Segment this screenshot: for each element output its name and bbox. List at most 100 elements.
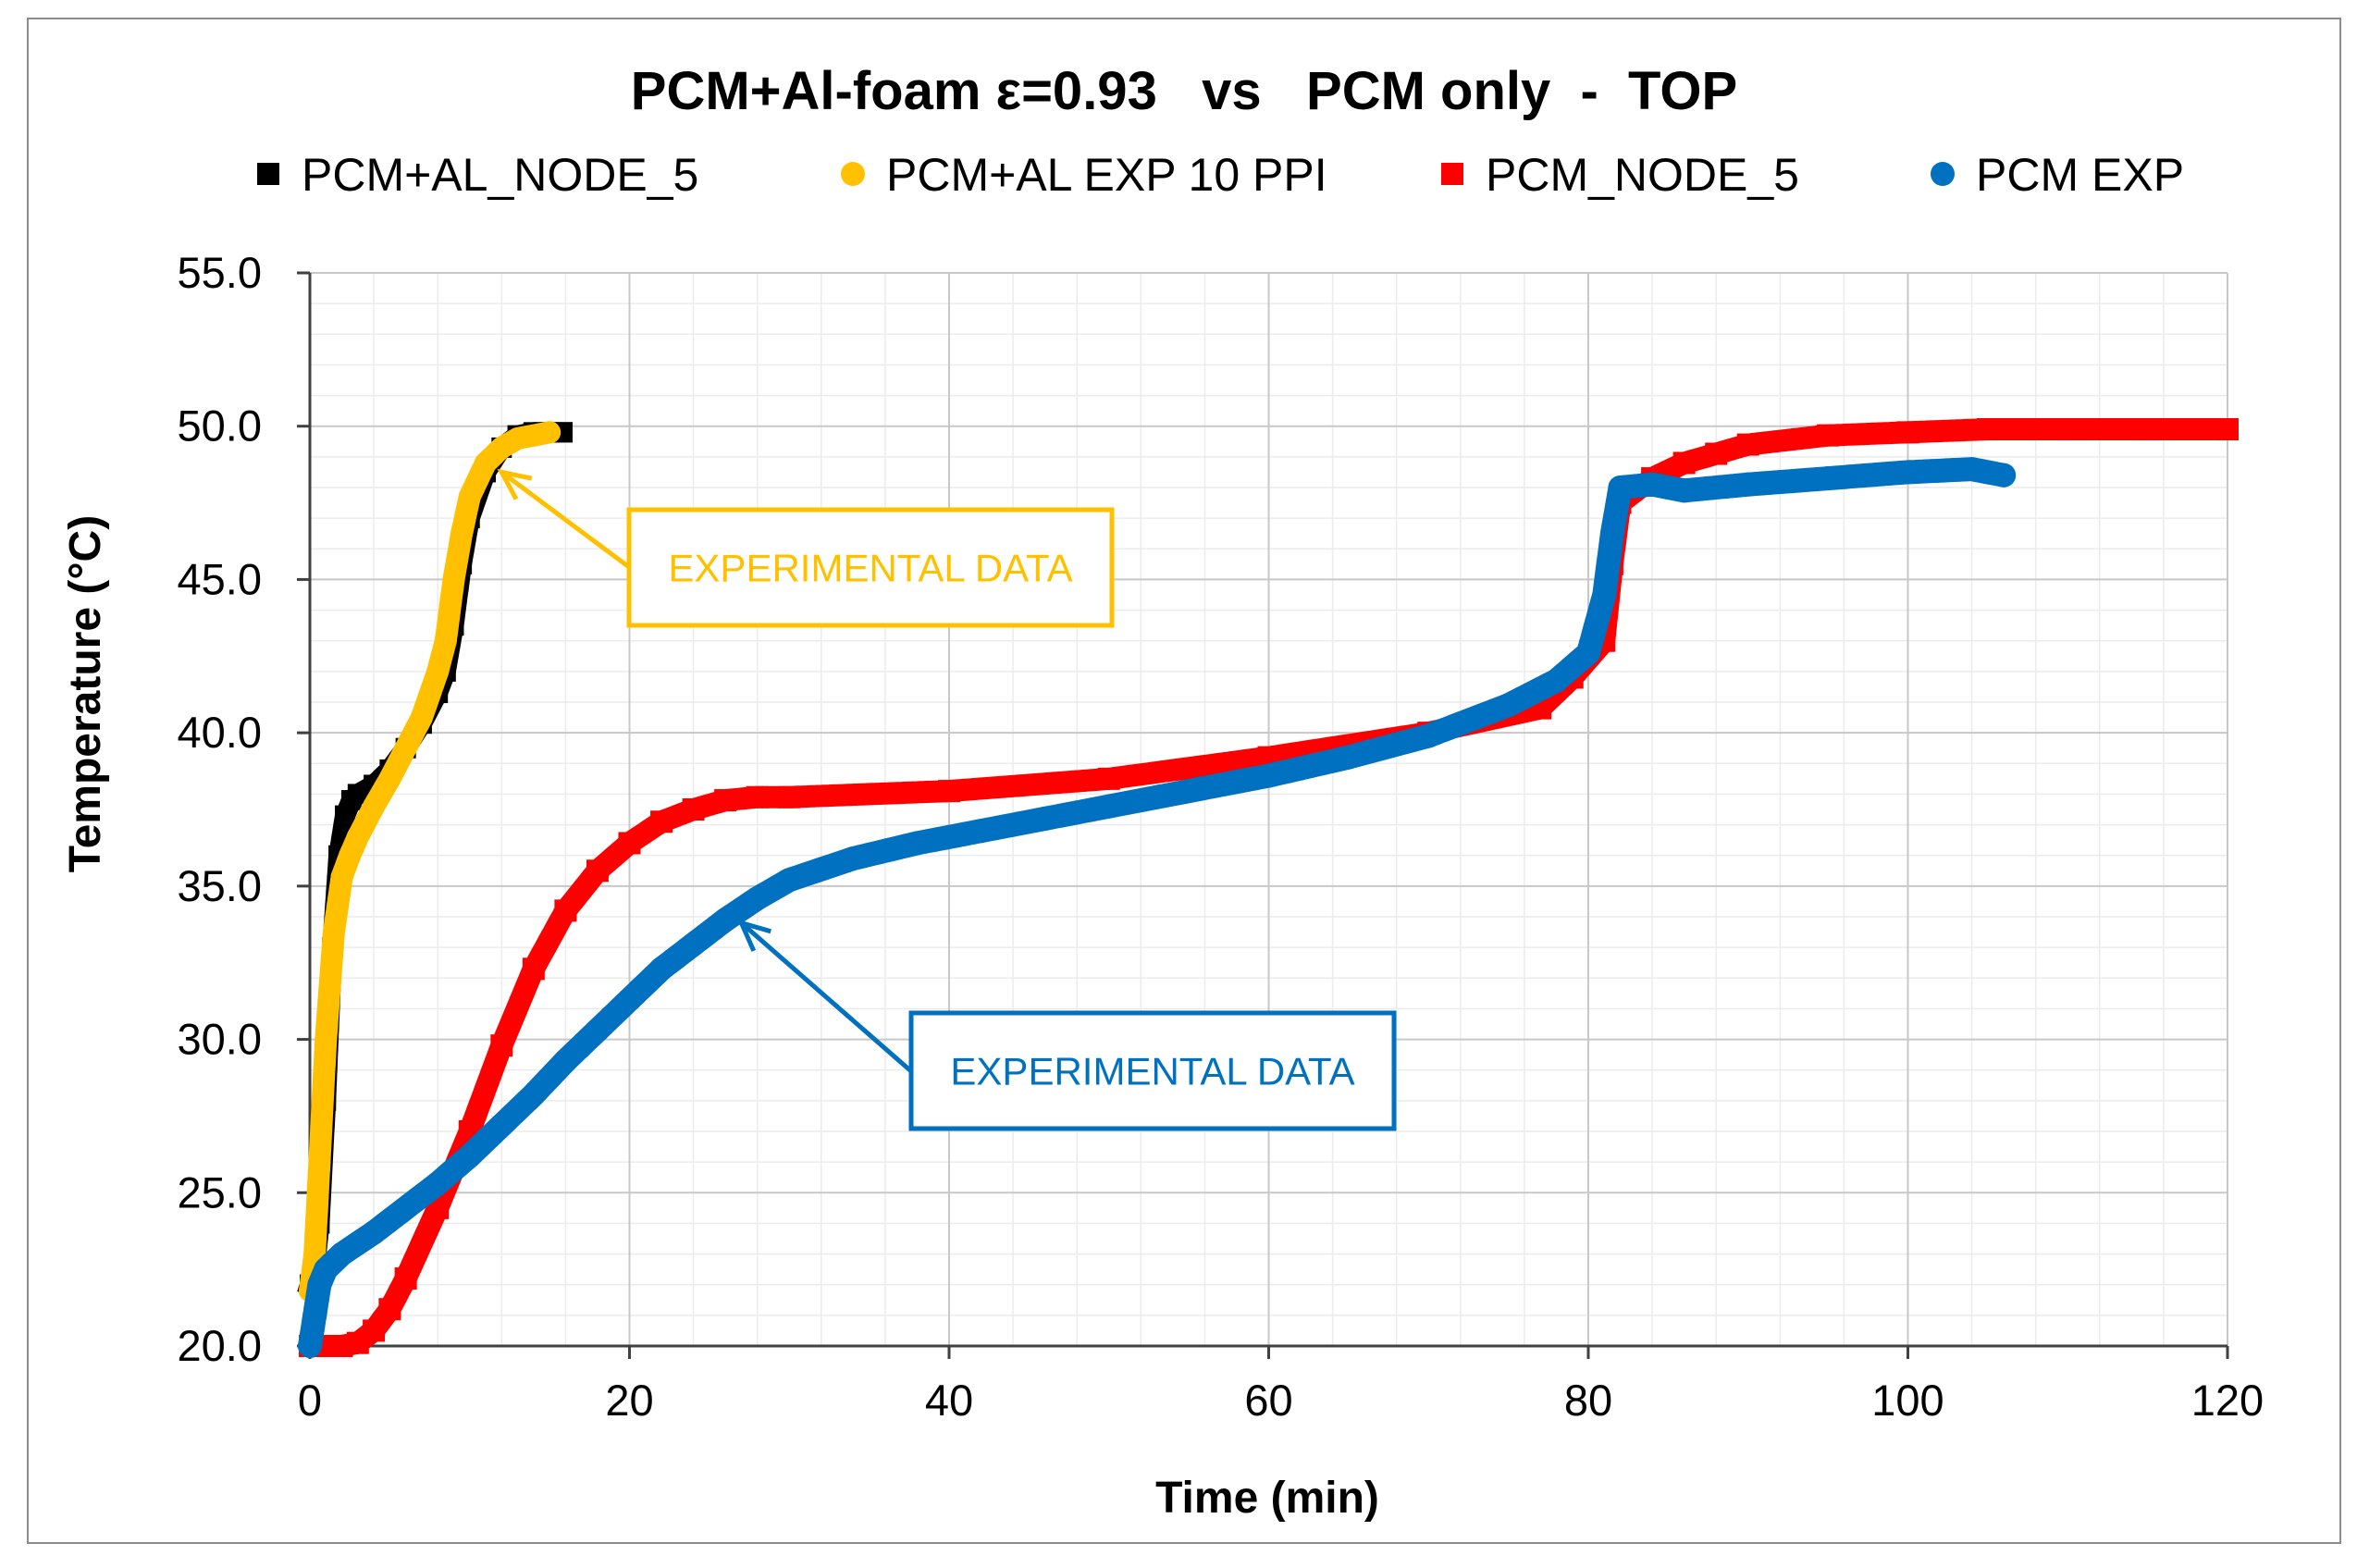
legend-label: PCM EXP [1976, 149, 2184, 201]
data-point [1816, 466, 1841, 491]
annotation-box [908, 1010, 1397, 1131]
data-point [339, 844, 362, 867]
data-point [426, 1171, 450, 1196]
data-point [1705, 442, 1728, 465]
data-point [650, 810, 673, 833]
series-layer [297, 418, 2239, 1358]
data-point [681, 932, 706, 957]
data-point [329, 1241, 354, 1266]
x-tick-label: 20 [605, 1376, 653, 1425]
legend: PCM+AL_NODE_5 PCM+AL EXP 10 PPI PCM_NODE_5… [257, 149, 2184, 201]
data-point [553, 1048, 578, 1073]
data-point [322, 920, 345, 944]
data-point [1336, 745, 1361, 770]
data-point [713, 907, 738, 932]
data-point [969, 819, 993, 844]
x-tick-label: 60 [1244, 1376, 1292, 1425]
annotation-arrowhead [736, 919, 771, 952]
data-point [618, 832, 641, 855]
y-tick-label: 50.0 [178, 401, 262, 451]
data-point [905, 831, 930, 856]
data-point [393, 1195, 418, 1220]
data-point [2136, 418, 2159, 441]
data-point [363, 795, 386, 818]
data-point [394, 736, 417, 759]
data-point [617, 987, 642, 1012]
data-point [1895, 460, 1920, 485]
data-point [1672, 478, 1697, 503]
y-tick-label: 20.0 [178, 1321, 262, 1370]
data-point [841, 846, 866, 871]
data-point [1608, 475, 1633, 500]
data-point [335, 805, 356, 826]
data-point [330, 865, 353, 888]
x-tick-label: 100 [1871, 1376, 1944, 1425]
data-point [490, 1034, 513, 1057]
y-tick-label: 25.0 [178, 1167, 262, 1216]
data-point [746, 785, 769, 809]
data-point [363, 1319, 386, 1342]
data-point [394, 1267, 417, 1290]
y-tick-label: 40.0 [178, 708, 262, 757]
data-point [1576, 640, 1600, 665]
data-point [314, 1257, 339, 1282]
x-tick-label: 40 [925, 1376, 973, 1425]
data-point [315, 1028, 338, 1051]
data-point [1672, 451, 1696, 475]
legend-marker [257, 163, 279, 185]
y-tick-label: 35.0 [178, 861, 262, 910]
data-point [1976, 418, 1999, 441]
data-point [347, 784, 368, 805]
data-point [1735, 472, 1760, 497]
data-point [1096, 794, 1121, 819]
data-point [938, 780, 960, 803]
data-point [585, 1018, 610, 1043]
data-point [521, 1082, 546, 1107]
legend-marker [1441, 163, 1463, 185]
data-point [2056, 418, 2079, 441]
data-point [362, 1220, 387, 1245]
annotation-box [626, 507, 1115, 628]
data-point [682, 798, 705, 821]
data-point [522, 957, 545, 981]
data-point [378, 1298, 401, 1321]
data-point [1992, 463, 2017, 488]
data-point [489, 1113, 514, 1138]
data-point [302, 1303, 327, 1327]
data-point [298, 1334, 322, 1358]
data-point [458, 485, 481, 508]
annotation: EXPERIMENTAL DATA [736, 919, 1397, 1131]
data-point [410, 706, 433, 729]
annotation-label: EXPERIMENTAL DATA [950, 1050, 1354, 1093]
data-point [1599, 521, 1624, 546]
legend-label: PCM_NODE_5 [1486, 149, 1799, 201]
data-point [426, 660, 450, 683]
data-point [1416, 723, 1441, 748]
y-tick-label: 55.0 [178, 248, 262, 297]
annotation-arrowhead [497, 468, 533, 500]
data-point [308, 1151, 331, 1174]
x-tick-label: 80 [1564, 1376, 1612, 1425]
data-point [378, 767, 401, 790]
annotation-arrow [500, 470, 631, 570]
tick-labels: 0 20 40 60 80 100 120 20.0 25.0 30.0 35.0 40.0 45.0 5… [178, 248, 2264, 1425]
x-tick-label: 120 [2191, 1376, 2264, 1425]
series-pcm-al-exp-10-ppi [299, 421, 561, 1303]
annotation-arrow [739, 920, 913, 1073]
x-tick-label: 0 [298, 1376, 322, 1425]
data-point [1177, 779, 1202, 804]
data-point [1896, 421, 1919, 444]
data-point [1097, 767, 1120, 790]
y-axis-label: Temperature (°C) [61, 515, 110, 872]
legend-marker [1931, 162, 1955, 186]
data-point [538, 421, 561, 444]
data-point [1256, 763, 1281, 788]
annotation-label: EXPERIMENTAL DATA [668, 547, 1072, 590]
data-point [1640, 472, 1665, 497]
data-point [1496, 693, 1521, 718]
data-point [1592, 583, 1617, 607]
legend-label: PCM+AL EXP 10 PPI [886, 149, 1327, 201]
data-point [777, 868, 802, 893]
